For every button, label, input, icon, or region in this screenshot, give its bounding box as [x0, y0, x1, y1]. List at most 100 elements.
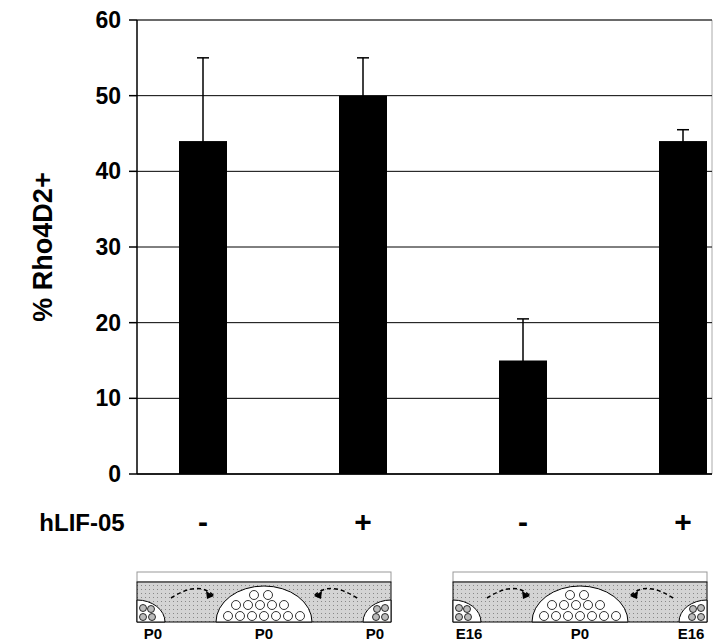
- category-label: +: [354, 505, 372, 538]
- chart-root: 0102030405060% Rho4D2+-+-+hLIF-05P0P0P0E…: [0, 0, 720, 644]
- y-axis-label: % Rho4D2+: [28, 172, 58, 321]
- schematic: [453, 572, 707, 622]
- cell: [596, 601, 605, 610]
- tick-label: 40: [95, 158, 121, 184]
- error-cap: [357, 57, 369, 59]
- tick-mark: [129, 398, 137, 400]
- error-cap: [197, 57, 209, 59]
- cell: [232, 601, 241, 610]
- y-axis: [136, 20, 138, 474]
- cell: [588, 612, 597, 621]
- cell: [698, 614, 705, 621]
- arrow-head: [630, 591, 638, 599]
- arrow: [487, 588, 530, 598]
- arrow-head: [522, 591, 530, 599]
- schematic-band: [137, 582, 391, 622]
- error-bar: [677, 130, 689, 153]
- error-bar: [357, 58, 369, 134]
- error-cap: [357, 133, 369, 135]
- cell: [264, 591, 273, 600]
- error-bar: [517, 319, 529, 402]
- cell: [580, 591, 589, 600]
- cell: [698, 605, 705, 612]
- tick-mark: [129, 95, 137, 97]
- cell: [224, 612, 233, 621]
- schematic-label: E16: [678, 625, 705, 642]
- tick-mark: [129, 473, 137, 475]
- cell: [584, 601, 593, 610]
- tick-label: 20: [95, 310, 121, 336]
- cell: [456, 605, 463, 612]
- arrow: [171, 588, 214, 598]
- cell: [540, 612, 549, 621]
- bar: [659, 141, 707, 474]
- error-bar: [197, 58, 209, 224]
- cell: [272, 612, 281, 621]
- cell: [284, 612, 293, 621]
- error-line: [202, 58, 204, 224]
- cell: [280, 601, 289, 610]
- cell: [690, 606, 697, 613]
- arrow-head: [314, 591, 322, 599]
- arrow: [630, 588, 673, 598]
- chart: 0102030405060% Rho4D2+-+-+hLIF-05P0P0P0E…: [0, 0, 720, 644]
- cell: [548, 601, 557, 610]
- category-label: +: [674, 505, 692, 538]
- schematic-top: [137, 572, 391, 582]
- schematic-label: P0: [571, 625, 589, 642]
- arrow-head: [206, 591, 214, 599]
- cell: [374, 606, 381, 613]
- cell: [600, 612, 609, 621]
- cell: [236, 612, 245, 621]
- cell: [566, 591, 575, 600]
- cell: [612, 612, 621, 621]
- cell: [296, 612, 305, 621]
- explant-right: [679, 600, 707, 622]
- cell: [564, 612, 573, 621]
- tick-label: 30: [95, 234, 121, 260]
- cell: [149, 614, 156, 621]
- cell: [148, 606, 155, 613]
- cell: [248, 612, 257, 621]
- error-cap: [677, 152, 689, 154]
- tick-label: 50: [95, 83, 121, 109]
- tick-label: 0: [108, 461, 121, 487]
- error-cap: [517, 401, 529, 403]
- cell: [456, 614, 463, 621]
- schematic: [137, 572, 391, 622]
- schematic-label: P0: [366, 625, 384, 642]
- cell: [572, 601, 581, 610]
- explant-center: [216, 586, 312, 622]
- cell: [382, 614, 389, 621]
- grid-line: [137, 20, 712, 21]
- error-line: [522, 319, 524, 402]
- cell: [268, 601, 277, 610]
- x-axis-label: hLIF-05: [39, 509, 124, 536]
- tick-label: 60: [95, 7, 121, 33]
- error-line: [682, 130, 684, 153]
- schematic-label: P0: [144, 625, 162, 642]
- tick-label: 10: [95, 385, 121, 411]
- cell: [373, 614, 380, 621]
- error-line: [362, 58, 364, 134]
- cell: [560, 601, 569, 610]
- cell: [260, 612, 269, 621]
- cell: [689, 614, 696, 621]
- schematic-label: P0: [255, 625, 273, 642]
- explant-left: [453, 600, 481, 622]
- explant-left: [137, 600, 165, 622]
- cell: [140, 605, 147, 612]
- cell: [382, 605, 389, 612]
- tick-mark: [129, 171, 137, 173]
- cell: [140, 614, 147, 621]
- cell: [256, 601, 265, 610]
- arrow: [314, 588, 357, 598]
- cell: [576, 612, 585, 621]
- bar: [339, 96, 387, 474]
- schematic-band: [453, 582, 707, 622]
- tick-mark: [129, 246, 137, 248]
- tick-mark: [129, 19, 137, 21]
- category-label: -: [518, 505, 528, 538]
- cell: [250, 591, 259, 600]
- explant-right: [363, 600, 391, 622]
